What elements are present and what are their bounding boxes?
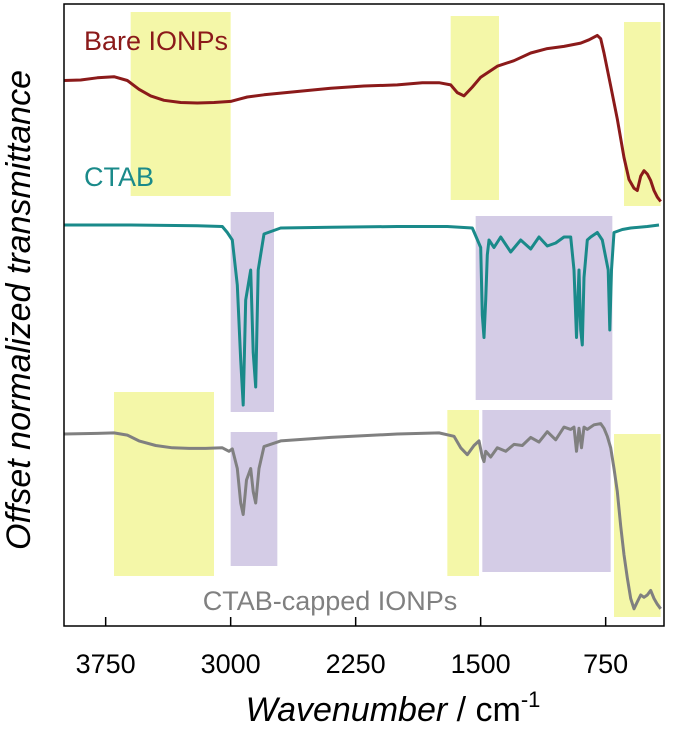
x-axis-label: Wavenumber / cm-1 (246, 687, 541, 729)
series-label-1: CTAB (84, 162, 154, 192)
series-label-0: Bare IONPs (84, 26, 228, 56)
y-axis-label: Offset normalized transmittance (0, 70, 38, 550)
series-line-2 (63, 422, 662, 611)
band-1 (450, 16, 499, 200)
spectra-lines (63, 33, 662, 611)
plot-frame (63, 3, 665, 627)
series-line-1 (64, 223, 660, 407)
x-axis-label-main: Wavenumber (246, 691, 449, 729)
x-tick-label-1: 3000 (201, 649, 261, 679)
x-tick-label-3: 1500 (451, 649, 511, 679)
band-4 (475, 216, 613, 400)
x-tick-label-2: 2250 (326, 649, 386, 679)
x-axis-label-exponent: -1 (521, 687, 541, 712)
series-label-2: CTAB-capped IONPs (203, 586, 458, 616)
series-labels: Bare IONPs CTAB CTAB-capped IONPs (84, 26, 457, 616)
band-8 (482, 410, 611, 572)
series-line-0 (63, 33, 662, 203)
x-axis-label-unit: cm (476, 691, 521, 729)
band-7 (447, 410, 479, 576)
x-tick-label-4: 750 (583, 649, 628, 679)
x-tick-label-0: 3750 (76, 649, 136, 679)
band-5 (114, 392, 214, 576)
highlight-bands (114, 12, 661, 617)
x-axis-ticks: 3750 3000 2250 1500 750 (76, 617, 628, 679)
x-axis-label-sep: / (447, 691, 475, 729)
